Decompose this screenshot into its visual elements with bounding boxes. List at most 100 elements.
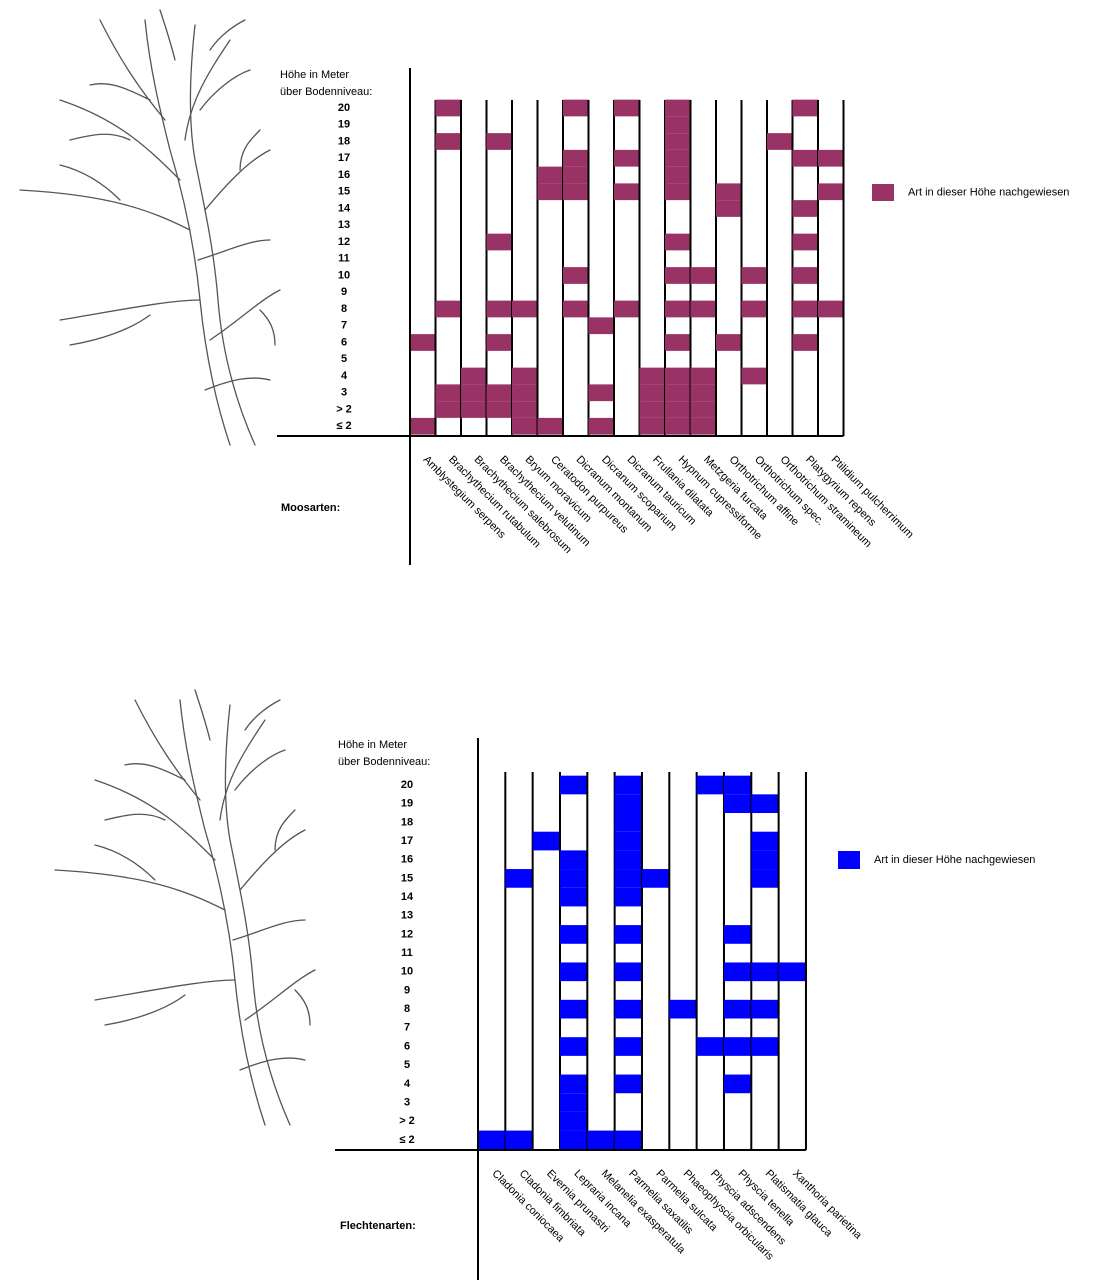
presence-cell — [537, 183, 563, 201]
x-axis-title: Flechtenarten: — [340, 1220, 416, 1232]
row-label: 4 — [404, 1078, 411, 1090]
presence-cell — [751, 850, 779, 870]
presence-cell — [741, 367, 767, 385]
row-label: 14 — [401, 891, 414, 903]
presence-cell — [559, 1130, 588, 1150]
presence-cell — [435, 133, 461, 150]
row-label: 8 — [404, 1003, 410, 1015]
presence-cell — [696, 775, 724, 795]
presence-cell — [641, 869, 670, 888]
row-label: 13 — [401, 910, 413, 922]
presence-cell — [665, 116, 691, 134]
presence-cell — [792, 300, 818, 318]
legend-label: Art in dieser Höhe nachgewiesen — [874, 854, 1035, 866]
presence-cell — [665, 267, 691, 284]
x-axis-title: Moosarten: — [281, 502, 340, 514]
presence-cell — [486, 233, 512, 251]
row-label: 9 — [404, 984, 410, 996]
presence-cell — [614, 300, 640, 318]
row-label: 20 — [401, 779, 413, 791]
presence-cell — [690, 267, 716, 284]
presence-cell — [614, 813, 642, 832]
presence-cell — [723, 999, 752, 1019]
presence-cell — [486, 300, 512, 318]
row-label: 16 — [338, 169, 350, 181]
presence-cell — [665, 300, 691, 318]
presence-cell — [461, 384, 487, 402]
presence-cell — [563, 99, 589, 117]
presence-cell — [435, 384, 461, 402]
presence-cell — [723, 775, 752, 795]
legend-swatch — [872, 184, 894, 201]
presence-cell — [588, 317, 614, 335]
presence-cell — [532, 831, 560, 851]
presence-cell — [696, 1037, 724, 1056]
presence-cell — [665, 367, 691, 385]
presence-cell — [486, 384, 512, 402]
row-label: 17 — [338, 152, 350, 164]
presence-cell — [792, 149, 818, 167]
presence-cell — [614, 887, 642, 907]
presence-cell — [559, 775, 588, 795]
row-label: 16 — [401, 854, 413, 866]
presence-cell — [751, 794, 779, 814]
presence-cell — [751, 869, 779, 888]
legend-swatch — [838, 851, 860, 869]
presence-cell — [751, 962, 779, 982]
row-label: 15 — [338, 186, 350, 198]
presence-cell — [435, 300, 461, 318]
row-label: 5 — [341, 353, 347, 365]
presence-cell — [505, 869, 533, 888]
presence-cell — [614, 999, 642, 1019]
presence-cell — [792, 334, 818, 351]
row-label: 15 — [401, 872, 413, 884]
row-label: 6 — [404, 1040, 410, 1052]
presence-cell — [435, 99, 461, 117]
row-label: 14 — [338, 202, 351, 214]
presence-cell — [559, 925, 588, 944]
presence-cell — [639, 384, 665, 402]
presence-cell — [690, 367, 716, 385]
presence-cell — [512, 417, 538, 435]
presence-cell — [665, 384, 691, 402]
presence-cell — [563, 166, 589, 184]
row-label: 5 — [404, 1059, 410, 1071]
row-label: ≤ 2 — [399, 1134, 414, 1146]
presence-cell — [723, 794, 752, 814]
presence-cell — [690, 300, 716, 318]
presence-cell — [665, 99, 691, 117]
presence-cell — [767, 133, 793, 150]
presence-cell — [723, 1037, 752, 1056]
presence-cell — [588, 384, 614, 402]
presence-cell — [461, 401, 487, 418]
tree-illustration — [19, 9, 281, 446]
presence-cell — [505, 1130, 533, 1150]
y-axis-label: Höhe in Meter — [338, 739, 407, 751]
presence-cell — [614, 1074, 642, 1094]
row-label: 17 — [401, 835, 413, 847]
presence-cell — [690, 384, 716, 402]
presence-cell — [792, 200, 818, 217]
presence-cell — [792, 267, 818, 284]
presence-cell — [665, 417, 691, 435]
y-axis-label: über Bodenniveau: — [280, 86, 372, 98]
presence-cell — [614, 794, 642, 814]
row-label: 10 — [401, 966, 413, 978]
presence-cell — [723, 962, 752, 982]
presence-cell — [818, 300, 844, 318]
presence-cell — [665, 334, 691, 351]
y-axis-label: Höhe in Meter — [280, 69, 349, 81]
presence-cell — [741, 300, 767, 318]
presence-cell — [486, 401, 512, 418]
row-label: 13 — [338, 219, 350, 231]
presence-cell — [716, 200, 742, 217]
presence-cell — [639, 417, 665, 435]
presence-cell — [478, 1130, 506, 1150]
presence-cell — [751, 831, 779, 851]
presence-cell — [559, 1074, 588, 1094]
presence-cell — [410, 334, 436, 351]
presence-cell — [563, 267, 589, 284]
presence-cell — [716, 334, 742, 351]
presence-cell — [512, 401, 538, 418]
